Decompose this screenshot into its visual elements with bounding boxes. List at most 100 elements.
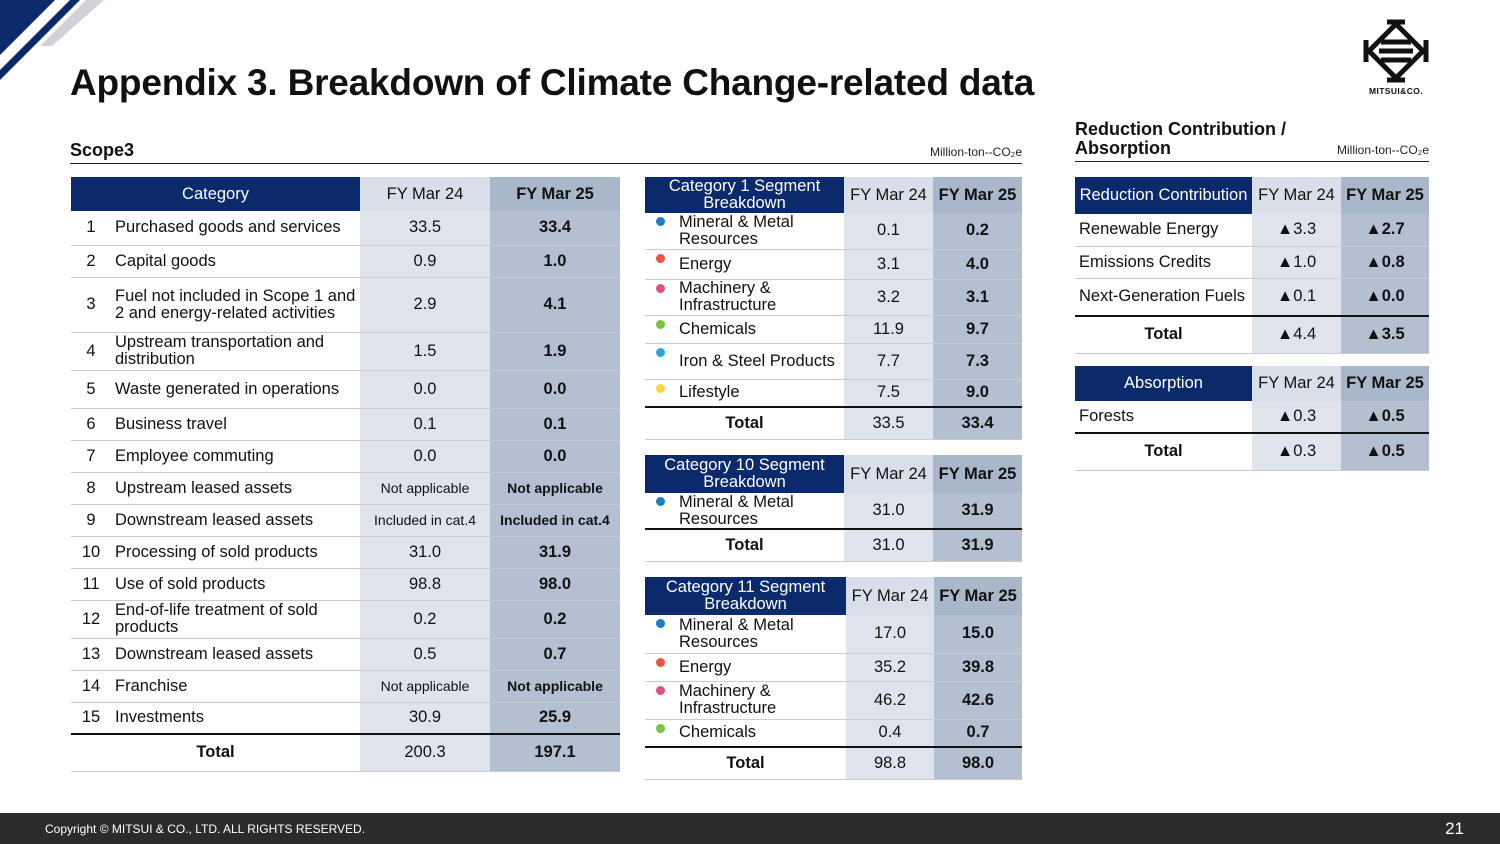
segment-label: Energy — [679, 254, 732, 273]
reduction-total-fy25: ▲0.5 — [1341, 433, 1429, 470]
row-number: 14 — [81, 676, 101, 695]
ab-fy24-header: FY Mar 24 — [1252, 366, 1341, 401]
ab-header: Absorption — [1075, 366, 1252, 401]
fy24-value: 0.2 — [360, 600, 491, 638]
segment-dot-cell — [645, 343, 675, 379]
segment-color-dot-icon — [655, 497, 665, 506]
reduction-row: Forests ▲0.3 ▲0.5 — [1075, 401, 1429, 433]
segment-row: Mineral & Metal Resources 31.0 31.9 — [645, 493, 1022, 529]
fy24-value: 0.1 — [360, 408, 491, 440]
segment-color-dot-icon — [655, 619, 665, 628]
fy25-value: 0.0 — [490, 370, 621, 408]
absorption-table: Absorption FY Mar 24 FY Mar 25 Forests ▲0… — [1075, 366, 1429, 471]
segment-label: Chemicals — [679, 319, 757, 338]
reduction-total-label: Total — [1144, 442, 1183, 461]
segment-label: Iron & Steel Products — [679, 351, 835, 370]
scope3-header-row: Category FY Mar 24 FY Mar 25 — [71, 177, 621, 211]
segment-row: Chemicals 0.4 0.7 — [645, 719, 1023, 747]
segment-row: Energy 3.1 4.0 — [645, 249, 1022, 279]
reduction-fy25-value: ▲0.8 — [1341, 246, 1429, 278]
total-fy24-value: 200.3 — [360, 734, 491, 771]
fy25-value: Not applicable — [490, 670, 621, 702]
segment-row: Mineral & Metal Resources 17.0 15.0 — [645, 615, 1023, 653]
row-label: Employee commuting — [115, 446, 274, 465]
table-row: 5 Waste generated in operations 0.0 0.0 — [71, 370, 621, 408]
row-label: Downstream leased assets — [115, 510, 314, 529]
row-label: Fuel not included in Scope 1 and 2 and e… — [115, 286, 356, 322]
cat11-total-row: Total 98.8 98.0 — [645, 747, 1023, 779]
reduction-row: Emissions Credits ▲1.0 ▲0.8 — [1075, 246, 1429, 278]
segment-total-fy24: 31.0 — [844, 529, 933, 561]
segment-dot-cell — [645, 653, 675, 681]
table-row: 10 Processing of sold products 31.0 31.9 — [71, 536, 621, 568]
fy24-value: 30.9 — [360, 702, 491, 734]
segment-total-fy25: 31.9 — [933, 529, 1022, 561]
segment-color-dot-icon — [655, 383, 665, 393]
total-label: Total — [196, 743, 235, 762]
segment-fy24-value: 7.5 — [844, 379, 933, 407]
cat1-header: Category 1 Segment Breakdown — [645, 177, 844, 213]
segment-fy25-value: 42.6 — [934, 681, 1023, 719]
fy24-value: 0.9 — [360, 245, 491, 277]
reduction-total-row: Total ▲0.3 ▲0.5 — [1075, 433, 1429, 470]
cat10-total-row: Total 31.0 31.9 — [645, 529, 1022, 561]
segment-fy24-value: 0.1 — [844, 213, 933, 249]
scope3-title: Scope3 — [70, 140, 135, 160]
cat11-fy24-header: FY Mar 24 — [846, 577, 935, 615]
segment-label: Mineral & Metal Resources — [679, 493, 794, 528]
reduction-label: Forests — [1079, 407, 1135, 425]
segment-fy25-value: 39.8 — [934, 653, 1023, 681]
fy24-value: 31.0 — [360, 536, 491, 568]
segment-row: Lifestyle 7.5 9.0 — [645, 379, 1022, 407]
reduction-fy24-value: ▲0.3 — [1252, 401, 1341, 433]
fy24-value: 0.5 — [360, 638, 491, 670]
reduction-fy24-value: ▲0.1 — [1252, 278, 1341, 316]
fy24-header: FY Mar 24 — [360, 177, 491, 211]
fy25-value: 0.1 — [490, 408, 621, 440]
segment-color-dot-icon — [655, 319, 665, 329]
row-label: Upstream transportation and distribution — [115, 333, 325, 368]
reduction-fy25-value: ▲2.7 — [1341, 214, 1429, 246]
reduction-total-label: Total — [1144, 325, 1183, 344]
fy24-value: Included in cat.4 — [360, 504, 491, 536]
cat10-fy24-header: FY Mar 24 — [844, 455, 933, 493]
reduction-fy24-value: ▲3.3 — [1252, 214, 1341, 246]
scope3-unit: Million-ton--CO₂e — [929, 145, 1022, 159]
segment-color-dot-icon — [655, 685, 665, 695]
fy24-value: Not applicable — [360, 670, 491, 702]
segment-label: Mineral & Metal Resources — [679, 615, 794, 651]
corner-decoration — [0, 0, 104, 80]
row-number: 4 — [86, 341, 96, 360]
table-row: 4 Upstream transportation and distributio… — [71, 332, 621, 370]
fy24-value: Not applicable — [360, 472, 491, 504]
row-number: 2 — [86, 251, 96, 270]
segment-color-dot-icon — [655, 347, 665, 357]
segment-fy24-value: 31.0 — [844, 493, 933, 529]
row-number: 6 — [86, 414, 96, 433]
segment-label: Chemicals — [679, 723, 757, 742]
segment-dot-cell — [645, 379, 675, 407]
segment-total-fy24: 33.5 — [844, 407, 933, 439]
fy25-value: Included in cat.4 — [490, 504, 621, 536]
row-label: Waste generated in operations — [115, 379, 340, 398]
segment-fy24-value: 11.9 — [844, 315, 933, 343]
row-number: 11 — [82, 574, 100, 593]
segment-dot-cell — [645, 249, 675, 279]
segment-fy25-value: 0.2 — [933, 213, 1022, 249]
segment-total-label: Total — [725, 535, 764, 554]
reduction-contribution-table: Reduction Contribution FY Mar 24 FY Mar … — [1075, 177, 1429, 354]
row-number: 5 — [86, 379, 96, 398]
reduction-label: Renewable Energy — [1079, 220, 1219, 239]
table-row: 1 Purchased goods and services 33.5 33.4 — [71, 211, 621, 245]
table-row: 11 Use of sold products 98.8 98.0 — [71, 568, 621, 600]
reduction-label: Emissions Credits — [1079, 252, 1212, 271]
segment-label: Machinery & Infrastructure — [679, 279, 777, 314]
reduction-section-header: Reduction Contribution / Absorption Mill… — [1075, 118, 1429, 162]
row-number: 9 — [86, 510, 96, 529]
row-label: Upstream leased assets — [115, 478, 292, 497]
reduction-total-fy25: ▲3.5 — [1341, 316, 1429, 353]
row-number: 15 — [81, 708, 101, 727]
cat10-header-row: Category 10 Segment Breakdown FY Mar 24 … — [645, 455, 1022, 493]
segment-label: Mineral & Metal Resources — [679, 213, 794, 248]
row-label: Purchased goods and services — [115, 218, 341, 237]
